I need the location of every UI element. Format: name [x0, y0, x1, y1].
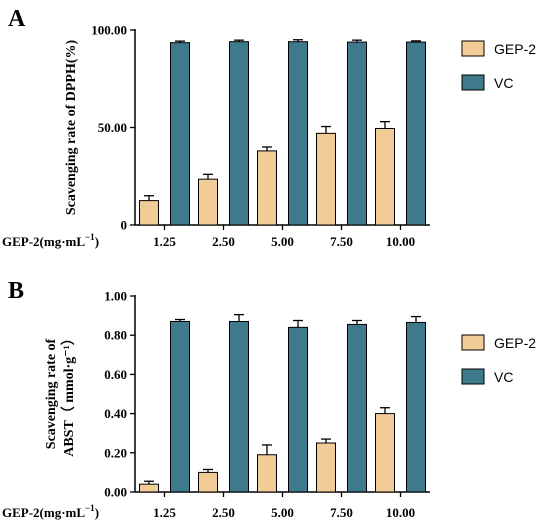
legend-label-gep-2: GEP-2	[494, 335, 536, 351]
y-ticks: 0.00 0.20 0.40 0.60 0.80 1.00	[104, 289, 135, 500]
bar-vc-2.50	[229, 320, 249, 493]
x-axis-title: GEP-2(mg·mL−1)	[2, 503, 99, 520]
y-tick-label: 1.00	[104, 289, 127, 304]
bar-gep-2-7.50	[316, 132, 336, 226]
bar-vc-7.50	[347, 41, 367, 226]
bar-vc-5.00	[288, 326, 308, 493]
y-tick-label: 0	[121, 218, 128, 233]
y-axis-label-group: Scavenging rate of DPPH(%)	[64, 39, 79, 215]
x-category-label: 5.00	[271, 505, 294, 520]
bar-vc-7.50	[347, 323, 367, 493]
y-axis-label: ABST（ mmol·g⁻¹）	[61, 331, 77, 457]
x-category-label: 7.50	[330, 234, 353, 249]
legend-swatch-vc	[461, 74, 485, 91]
panel-label-a: A	[8, 6, 26, 32]
bar-gep-2-2.50	[198, 178, 218, 226]
legend-swatch-vc	[461, 368, 485, 385]
y-axis-label: Scavenging rate of	[44, 338, 59, 449]
x-category-labels: 1.25 2.50 5.00 7.50 10.00	[153, 225, 415, 249]
bar-gep-2-1.25	[139, 200, 159, 226]
bar-gep-2-5.00	[257, 150, 277, 226]
bar-gep-2-10.00	[375, 127, 395, 226]
x-category-label: 7.50	[330, 505, 353, 520]
x-category-label: 1.25	[153, 234, 176, 249]
bar-gep-2-7.50	[316, 442, 336, 493]
y-tick-label: 0.00	[104, 485, 127, 500]
y-tick-label: 50.00	[98, 120, 127, 135]
legend: GEP-2 VC	[461, 334, 536, 385]
legend: GEP-2 VC	[461, 40, 536, 91]
y-tick-label: 100.00	[91, 23, 127, 38]
x-axis-title: GEP-2(mg·mL−1)	[2, 232, 99, 249]
x-category-label: 1.25	[153, 505, 176, 520]
x-category-label: 2.50	[212, 505, 235, 520]
bar-vc-10.00	[406, 41, 426, 226]
panel-label-b: B	[8, 278, 24, 304]
bar-gep-2-1.25	[139, 483, 159, 493]
bar-gep-2-10.00	[375, 413, 395, 493]
x-category-labels: 1.25 2.50 5.00 7.50 10.00	[153, 492, 415, 520]
legend-swatch-gep-2	[461, 334, 485, 351]
y-tick-label: 0.60	[104, 367, 127, 382]
bar-gep-2-5.00	[257, 454, 277, 493]
x-category-label: 10.00	[386, 234, 415, 249]
bar-vc-2.50	[229, 41, 249, 226]
bars	[139, 39, 426, 226]
bar-vc-1.25	[170, 42, 190, 226]
y-axis-label: Scavenging rate of DPPH(%)	[64, 39, 79, 215]
y-tick-label: 0.80	[104, 328, 127, 343]
bar-vc-10.00	[406, 321, 426, 493]
bar-vc-5.00	[288, 41, 308, 226]
y-ticks: 0 50.00 100.00	[91, 23, 135, 233]
x-category-label: 5.00	[271, 234, 294, 249]
x-category-label: 2.50	[212, 234, 235, 249]
bars	[139, 313, 426, 493]
y-tick-label: 0.20	[104, 445, 127, 460]
legend-label-vc: VC	[494, 75, 513, 91]
x-category-label: 10.00	[386, 505, 415, 520]
panel-a: A Scavenging rate of DPPH(%) 0 50.00 100.0…	[2, 6, 536, 249]
y-tick-label: 0.40	[104, 406, 127, 421]
legend-label-gep-2: GEP-2	[494, 41, 536, 57]
panel-b: B Scavenging rate of ABST（ mmol·g⁻¹） 0.00…	[2, 278, 536, 520]
bar-vc-1.25	[170, 320, 190, 493]
bar-gep-2-2.50	[198, 471, 218, 493]
legend-label-vc: VC	[494, 369, 513, 385]
legend-swatch-gep-2	[461, 40, 485, 57]
y-axis-label-group: Scavenging rate of ABST（ mmol·g⁻¹）	[44, 331, 77, 457]
